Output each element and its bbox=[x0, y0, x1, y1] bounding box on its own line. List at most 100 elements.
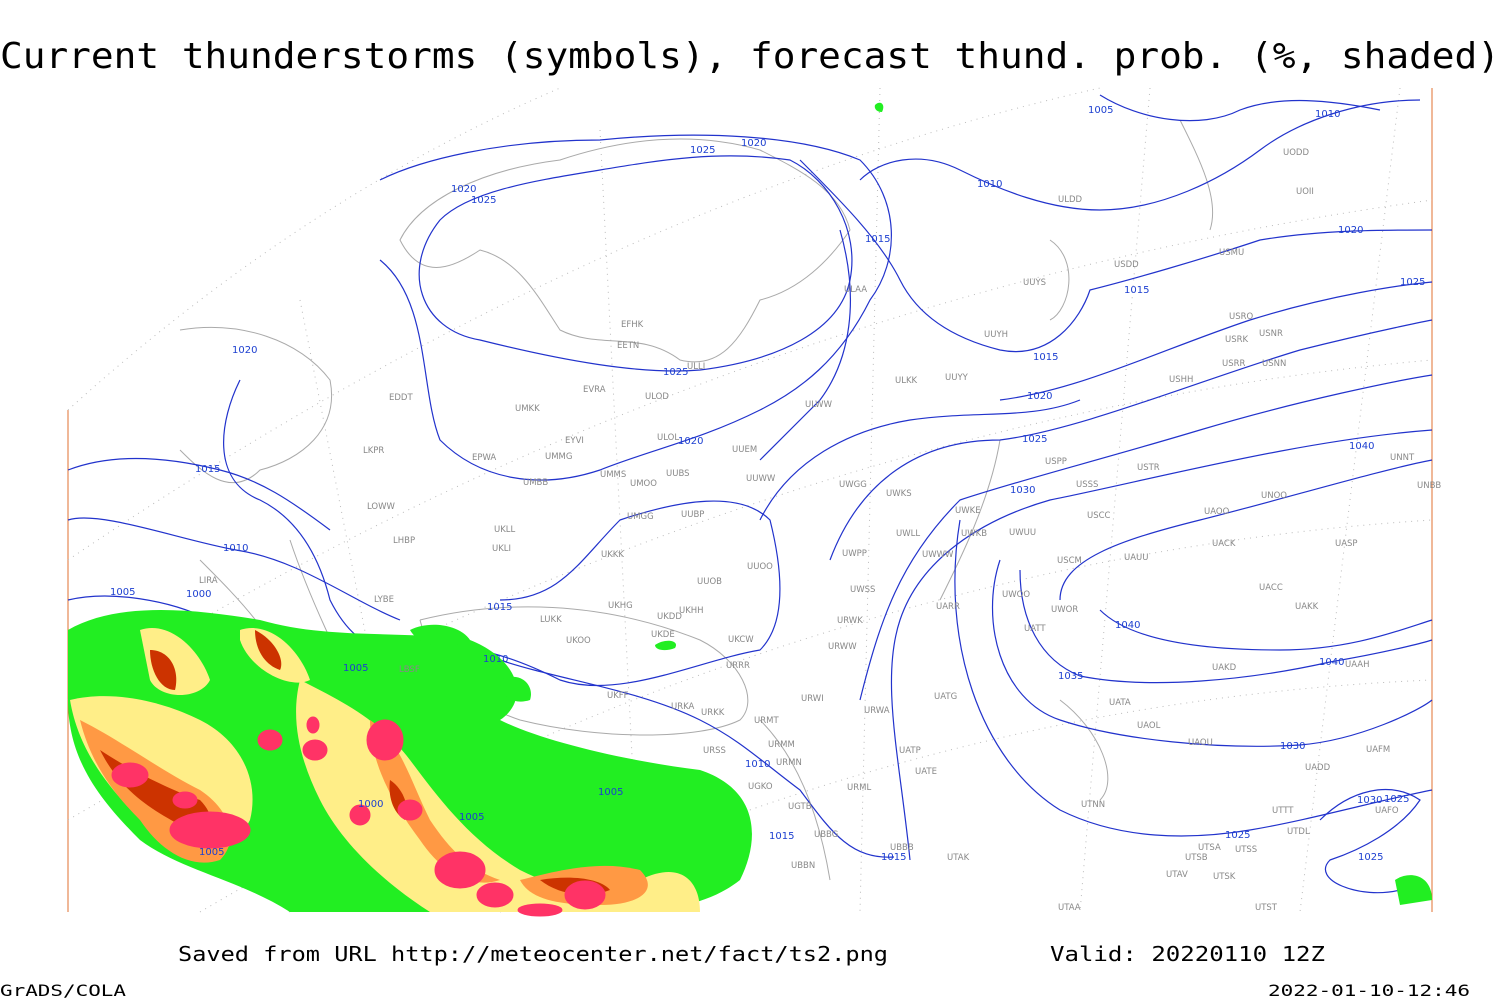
station-code: UNOO bbox=[1261, 491, 1287, 501]
station-code: LYBE bbox=[374, 595, 394, 605]
station-code: UAAH bbox=[1345, 660, 1369, 670]
station-code: UKLL bbox=[494, 525, 516, 535]
isobar-label: 1030 bbox=[1010, 485, 1035, 496]
station-code: UUYS bbox=[1023, 278, 1046, 288]
isobar-label: 1015 bbox=[881, 852, 906, 863]
map-title: Current thunderstorms (symbols), forecas… bbox=[0, 36, 1500, 77]
isobar-label: 1010 bbox=[223, 543, 248, 554]
isobar-label: 1010 bbox=[483, 654, 508, 665]
isobar-label: 1025 bbox=[1384, 794, 1409, 805]
isobar-label: 1040 bbox=[1319, 657, 1344, 668]
station-code: UNNT bbox=[1390, 453, 1415, 463]
station-code: UMGG bbox=[627, 512, 654, 522]
station-code: UKOO bbox=[566, 636, 591, 646]
station-code: UKDE bbox=[651, 630, 675, 640]
station-code: ULAA bbox=[844, 285, 867, 295]
station-code: UUEM bbox=[732, 445, 757, 455]
station-code: EYVI bbox=[565, 436, 584, 446]
station-code: UAFO bbox=[1375, 806, 1399, 816]
station-code: URMM bbox=[768, 740, 795, 750]
station-code: UMMG bbox=[545, 452, 572, 462]
station-code: USHH bbox=[1169, 375, 1193, 385]
station-code: EVRA bbox=[583, 385, 606, 395]
station-code: UUBS bbox=[666, 469, 690, 479]
station-code: UKDD bbox=[657, 612, 682, 622]
isobar-label: 1015 bbox=[769, 831, 794, 842]
station-code: USRK bbox=[1225, 335, 1249, 345]
isobar-label: 1005 bbox=[110, 587, 135, 598]
station-code: ULOD bbox=[645, 392, 669, 402]
station-code: URMT bbox=[754, 716, 779, 726]
station-code: URWA bbox=[864, 706, 890, 716]
lat-lon-grid bbox=[67, 87, 1433, 913]
isobar-label: 1015 bbox=[195, 464, 220, 475]
station-code: USNR bbox=[1259, 329, 1283, 339]
station-code: UGKO bbox=[748, 782, 773, 792]
isobar-label: 1025 bbox=[663, 367, 688, 378]
station-code: UOII bbox=[1296, 187, 1314, 197]
station-code: UAOU bbox=[1188, 738, 1213, 748]
station-code: USRR bbox=[1222, 359, 1246, 369]
station-code: UTAK bbox=[947, 853, 970, 863]
station-code: UWKE bbox=[955, 506, 981, 516]
station-code: USSS bbox=[1076, 480, 1098, 490]
isobar-label: 1005 bbox=[1088, 105, 1113, 116]
station-code: URRR bbox=[726, 661, 750, 671]
isobar-label: 1010 bbox=[745, 759, 770, 770]
station-code: ULWW bbox=[805, 400, 833, 410]
station-code: UKKK bbox=[601, 550, 624, 560]
station-code: LBSF bbox=[399, 665, 420, 675]
station-code: UBBN bbox=[791, 861, 815, 871]
station-code: URMN bbox=[776, 758, 802, 768]
station-code: UWOR bbox=[1051, 605, 1078, 615]
station-code: USTR bbox=[1137, 463, 1160, 473]
station-code: USRO bbox=[1229, 312, 1254, 322]
station-code: UUBP bbox=[681, 510, 704, 520]
station-code: UTSS bbox=[1235, 845, 1257, 855]
station-code: UTDL bbox=[1287, 827, 1310, 837]
station-code: UBBB bbox=[890, 843, 914, 853]
isobar-label: 1025 bbox=[1358, 852, 1383, 863]
station-code: USDD bbox=[1114, 260, 1139, 270]
isobar-label: 1000 bbox=[186, 589, 211, 600]
station-code: UAKK bbox=[1295, 602, 1319, 612]
map-labels: 1005 1010 1025 1020 1010 1020 1025 1015 1020 1015… bbox=[110, 105, 1441, 913]
station-code: UKCW bbox=[728, 635, 754, 645]
isobar-label: 1020 bbox=[451, 184, 476, 195]
isobar-label: 1005 bbox=[343, 663, 368, 674]
valid-time: Valid: 20220110 12Z bbox=[1050, 942, 1325, 966]
isobar-label: 1020 bbox=[1027, 391, 1052, 402]
station-code: UUOB bbox=[697, 577, 722, 587]
isobar-label: 1030 bbox=[1357, 795, 1382, 806]
timestamp: 2022-01-10-12:46 bbox=[1268, 981, 1470, 1000]
isobar-label: 1015 bbox=[865, 234, 890, 245]
station-code: UAUU bbox=[1124, 553, 1148, 563]
isobar-label: 1025 bbox=[1400, 277, 1425, 288]
station-code: ULLI bbox=[687, 362, 705, 372]
station-code: LUKK bbox=[540, 615, 562, 625]
station-code: UNBB bbox=[1417, 481, 1441, 491]
station-code: UTAV bbox=[1166, 870, 1188, 880]
station-code: URKK bbox=[701, 708, 725, 718]
station-code: UMBB bbox=[523, 478, 548, 488]
station-code: ULDD bbox=[1058, 195, 1083, 205]
isobar-label: 1020 bbox=[678, 436, 703, 447]
isobar-label: 1040 bbox=[1115, 620, 1140, 631]
station-code: UATA bbox=[1109, 698, 1131, 708]
station-code: UAOO bbox=[1204, 507, 1230, 517]
station-code: USNN bbox=[1262, 359, 1286, 369]
station-code: UWKB bbox=[961, 529, 987, 539]
station-code: UBBG bbox=[814, 830, 838, 840]
station-code: UODD bbox=[1283, 148, 1309, 158]
station-code: UWGG bbox=[839, 480, 867, 490]
station-code: EDDT bbox=[389, 393, 413, 403]
station-code: LIRA bbox=[199, 576, 218, 586]
station-code: UARR bbox=[936, 602, 960, 612]
source-note: Saved from URL http://meteocenter.net/fa… bbox=[178, 942, 888, 966]
station-code: USMU bbox=[1219, 248, 1244, 258]
station-code: URKA bbox=[671, 702, 695, 712]
station-code: UUOO bbox=[747, 562, 773, 572]
isobar-label: 1015 bbox=[487, 602, 512, 613]
station-code: URML bbox=[847, 783, 871, 793]
station-code: URWI bbox=[801, 694, 824, 704]
